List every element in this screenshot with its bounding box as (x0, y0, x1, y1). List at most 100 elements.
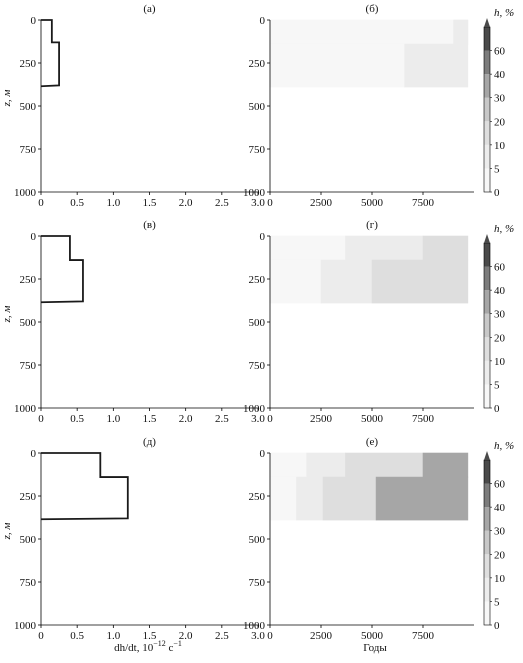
y-tick-label: 500 (20, 534, 37, 546)
x-tick-label: 2.5 (215, 413, 229, 425)
y-tick-label: 500 (20, 317, 37, 329)
x-axis-title-right: Годы (363, 642, 387, 654)
x-tick-label: 3.0 (251, 630, 265, 642)
colorbar-tick-label: 60 (494, 479, 506, 491)
colorbar-tick-label: 20 (494, 332, 506, 344)
colorbar-swatch (484, 50, 490, 75)
colorbar-tick-label: 40 (494, 69, 506, 81)
y-tick-label: 750 (20, 577, 37, 589)
panel-label: (б) (366, 3, 379, 15)
y-axis-title: z, м (1, 306, 13, 324)
colorbar-tick-label: 10 (494, 140, 506, 152)
colorbar-swatch (484, 460, 490, 484)
colorbar-swatch (484, 577, 490, 602)
panel-label: (е) (366, 436, 379, 448)
colorbar-swatch (484, 384, 490, 408)
x-tick-label: 7500 (412, 630, 435, 642)
colorbar-title: h, % (494, 7, 514, 19)
heatmap-cell (269, 43, 405, 88)
x-axis-title-left: dh/dt, 10−12 с−1 (114, 639, 182, 654)
heatmap-cell (269, 452, 308, 478)
y-tick-label: 250 (20, 491, 37, 503)
colorbar-tick-label: 30 (494, 526, 506, 538)
heatmap-cell (345, 452, 424, 478)
heatmap-cell (404, 43, 469, 88)
x-tick-label: 0 (267, 630, 273, 642)
y-tick-label: 250 (249, 491, 266, 503)
x-axis-title-left-unit: с (166, 642, 174, 654)
colorbar-swatch (484, 74, 490, 98)
colorbar-tick-label: 10 (494, 573, 506, 585)
y-tick-label: 0 (31, 15, 37, 27)
heatmap-cell (269, 19, 469, 45)
colorbar-tick-label: 5 (494, 163, 500, 175)
colorbar-swatch (484, 483, 490, 508)
panel-label: (а) (143, 3, 156, 15)
y-tick-label: 250 (20, 58, 37, 70)
colorbar-swatch (484, 266, 490, 291)
panel-label: (д) (143, 436, 156, 448)
heatmap-cell (345, 235, 424, 261)
colorbar-extend-arrow (484, 451, 490, 460)
y-tick-label: 0 (260, 231, 266, 243)
x-tick-label: 1.5 (143, 197, 157, 209)
x-tick-label: 0 (38, 630, 44, 642)
profile-line (40, 19, 60, 88)
x-tick-label: 2.0 (179, 630, 193, 642)
y-tick-label: 1000 (14, 403, 37, 415)
colorbar-tick-label: 5 (494, 379, 500, 391)
colorbar-swatch (484, 554, 490, 578)
colorbar-title: h, % (494, 440, 514, 452)
colorbar-swatch (484, 337, 490, 361)
x-tick-label: 0.5 (70, 630, 84, 642)
heatmap-cell (269, 235, 346, 261)
colorbar-swatch (484, 530, 490, 555)
heatmap-cell (306, 452, 346, 478)
x-tick-label: 5000 (361, 197, 384, 209)
colorbar-tick-label: 10 (494, 356, 506, 368)
colorbar-swatch (484, 313, 490, 338)
profile-line (40, 235, 84, 304)
colorbar-tick-label: 60 (494, 46, 506, 58)
colorbar: 0 5 10 20 30 40 60 h, % (483, 223, 514, 415)
colorbar-swatch (484, 168, 490, 192)
x-tick-label: 1.0 (106, 630, 120, 642)
heatmap-cell (422, 235, 469, 261)
y-axis-title: z, м (1, 523, 13, 541)
x-tick-label: 2500 (310, 413, 333, 425)
colorbar-tick-label: 20 (494, 116, 506, 128)
y-tick-label: 0 (31, 231, 37, 243)
x-axis-title-left-exp: −12 (153, 639, 166, 648)
colorbar-swatch (484, 360, 490, 385)
colorbar-swatch (484, 27, 490, 51)
heatmap-cell (269, 259, 322, 304)
profile-line (40, 452, 129, 521)
y-tick-label: 500 (249, 101, 266, 113)
colorbar-title: h, % (494, 223, 514, 235)
y-tick-label: 1000 (14, 187, 37, 199)
x-tick-label: 1.5 (143, 630, 157, 642)
y-tick-label: 750 (20, 360, 37, 372)
colorbar-swatch (484, 243, 490, 267)
x-tick-label: 5000 (361, 413, 384, 425)
colorbar-tick-label: 60 (494, 262, 506, 274)
colorbar-tick-label: 0 (494, 620, 500, 632)
colorbar: 0 5 10 20 30 40 60 h, % (483, 7, 514, 199)
colorbar-swatch (484, 601, 490, 625)
x-tick-label: 1.0 (106, 413, 120, 425)
x-tick-label: 0.5 (70, 413, 84, 425)
colorbar-tick-label: 40 (494, 285, 506, 297)
x-tick-label: 2.5 (215, 630, 229, 642)
colorbar-tick-label: 40 (494, 502, 506, 514)
x-tick-label: 0.5 (70, 197, 84, 209)
colorbar: 0 5 10 20 30 40 60 h, % (483, 440, 514, 632)
colorbar-tick-label: 0 (494, 187, 500, 199)
x-tick-label: 3.0 (251, 413, 265, 425)
x-tick-label: 1.0 (106, 197, 120, 209)
panel-label: (г) (366, 219, 378, 231)
y-tick-label: 0 (31, 448, 37, 460)
